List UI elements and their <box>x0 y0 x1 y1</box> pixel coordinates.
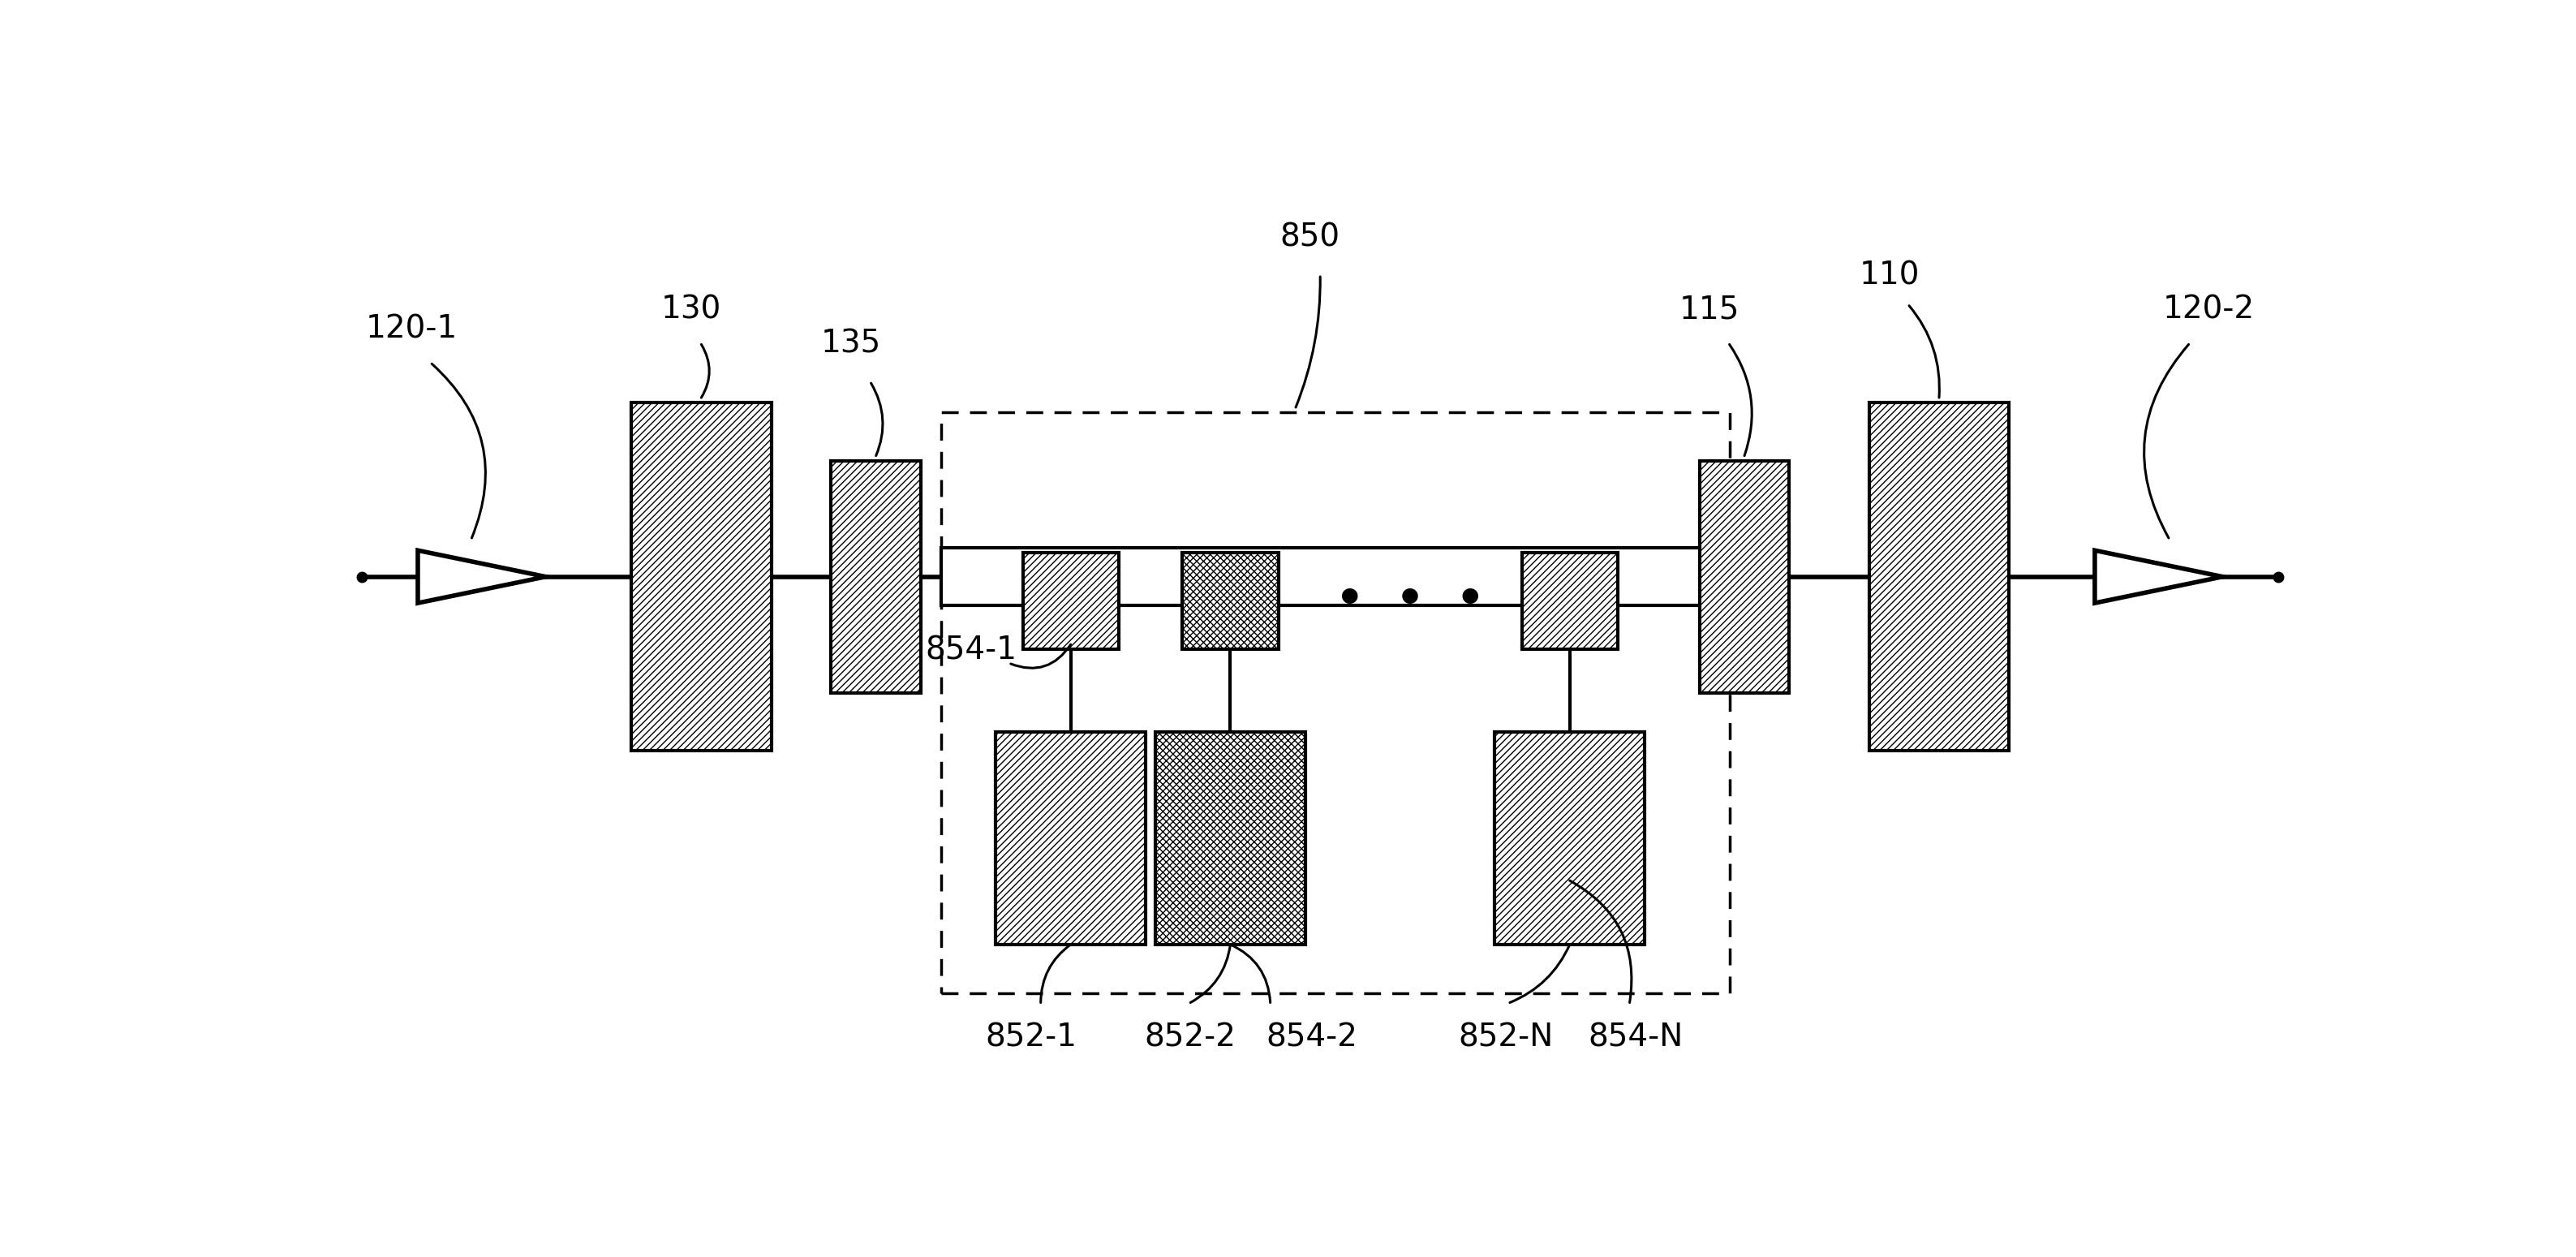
FancyArrowPatch shape <box>433 363 484 538</box>
Bar <box>1182 553 1278 650</box>
Bar <box>832 460 920 693</box>
Text: 850: 850 <box>1280 221 1340 253</box>
Bar <box>631 402 770 750</box>
FancyArrowPatch shape <box>1569 881 1631 1003</box>
FancyArrowPatch shape <box>1010 645 1072 667</box>
FancyArrowPatch shape <box>871 383 884 456</box>
Text: •  •  •: • • • <box>1334 579 1484 622</box>
FancyArrowPatch shape <box>1728 344 1752 456</box>
Bar <box>1700 460 1790 693</box>
Text: 120-1: 120-1 <box>366 313 459 344</box>
Bar <box>940 548 1728 606</box>
FancyArrowPatch shape <box>2143 344 2190 538</box>
Text: 854-1: 854-1 <box>925 635 1018 666</box>
Text: 120-2: 120-2 <box>2164 294 2254 326</box>
FancyArrowPatch shape <box>701 344 708 397</box>
FancyArrowPatch shape <box>1041 944 1072 1003</box>
Text: 115: 115 <box>1680 294 1739 326</box>
Text: 130: 130 <box>662 294 721 326</box>
Bar <box>997 732 1146 944</box>
Bar <box>1023 553 1118 650</box>
FancyArrowPatch shape <box>1909 305 1940 397</box>
FancyArrowPatch shape <box>1190 944 1231 1003</box>
Text: 854-N: 854-N <box>1587 1022 1682 1053</box>
FancyArrowPatch shape <box>1231 944 1270 1003</box>
Bar <box>1494 732 1643 944</box>
Text: 135: 135 <box>822 328 881 360</box>
Text: 852-N: 852-N <box>1458 1022 1553 1053</box>
Bar <box>1870 402 2009 750</box>
Bar <box>1522 553 1618 650</box>
Text: 110: 110 <box>1860 260 1919 292</box>
Text: 852-2: 852-2 <box>1144 1022 1236 1053</box>
Text: 852-1: 852-1 <box>984 1022 1077 1053</box>
FancyArrowPatch shape <box>1296 277 1321 407</box>
Text: 854-2: 854-2 <box>1267 1022 1358 1053</box>
Bar <box>940 412 1728 993</box>
Polygon shape <box>2094 551 2223 603</box>
FancyArrowPatch shape <box>1510 944 1569 1003</box>
Polygon shape <box>417 551 546 603</box>
Bar <box>1157 732 1306 944</box>
